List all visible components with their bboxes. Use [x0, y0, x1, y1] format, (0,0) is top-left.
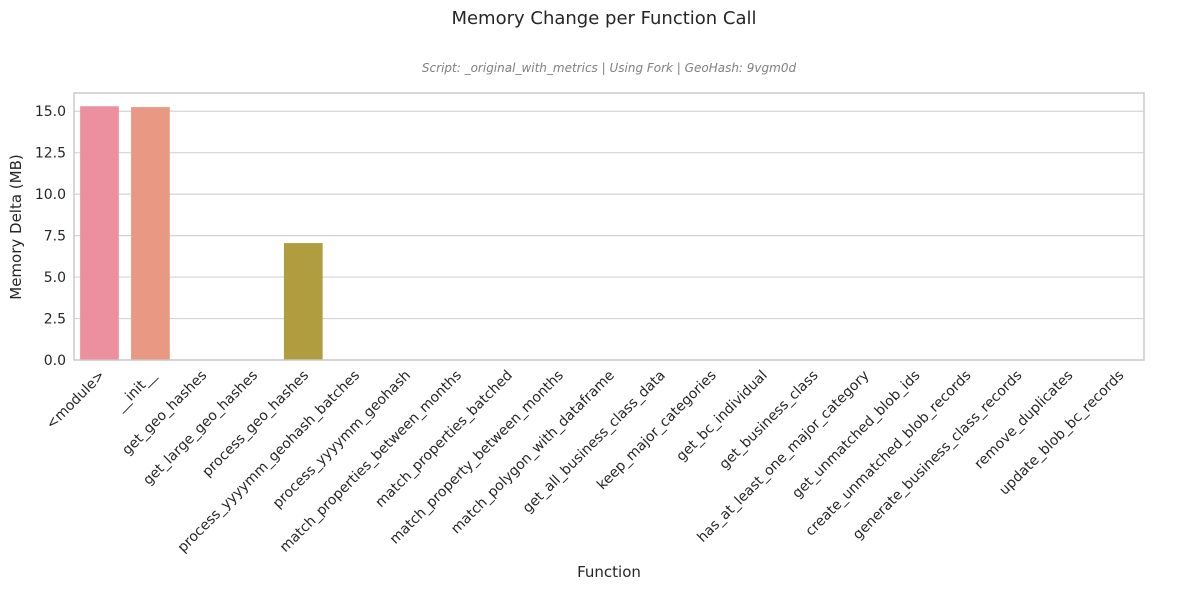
y-tick-label: 7.5: [44, 229, 66, 245]
y-tick-label: 2.5: [44, 312, 66, 328]
y-axis-label: Memory Delta (MB): [7, 154, 25, 300]
chart-subtitle: Script: _original_with_metrics | Using F…: [422, 61, 797, 75]
plot-frame: [73, 92, 1145, 361]
x-axis-label: Function: [577, 563, 641, 581]
bar: [80, 106, 119, 360]
y-tick-label: 10.0: [35, 187, 66, 203]
y-tick-labels: 0.0 2.5 5.0 7.5 10.0 12.5 15.0: [35, 104, 66, 369]
y-tick-label: 5.0: [44, 270, 66, 286]
bar: [131, 107, 170, 360]
x-tick-label: match_properties_between_months: [277, 368, 465, 556]
bar: [283, 243, 323, 360]
x-tick-label: get_business_class: [716, 368, 821, 473]
chart-title: Memory Change per Function Call: [451, 8, 756, 29]
x-tick-label: __init__: [112, 367, 160, 415]
gridlines: [74, 110, 1144, 361]
x-tick-label: get_bc_individual: [673, 368, 770, 465]
y-tick-label: 15.0: [35, 104, 66, 120]
x-tick-label: <module>: [43, 368, 108, 433]
x-tick-label: remove_duplicates: [972, 368, 1077, 473]
y-tick-label: 0.0: [44, 353, 66, 369]
x-tick-labels: <module> __init__get_geo_hashesget_large_…: [43, 367, 1127, 556]
x-tick-label: process_yyyymm_geohash_batches: [175, 368, 363, 556]
bars: [80, 106, 323, 360]
y-tick-label: 12.5: [35, 146, 66, 162]
